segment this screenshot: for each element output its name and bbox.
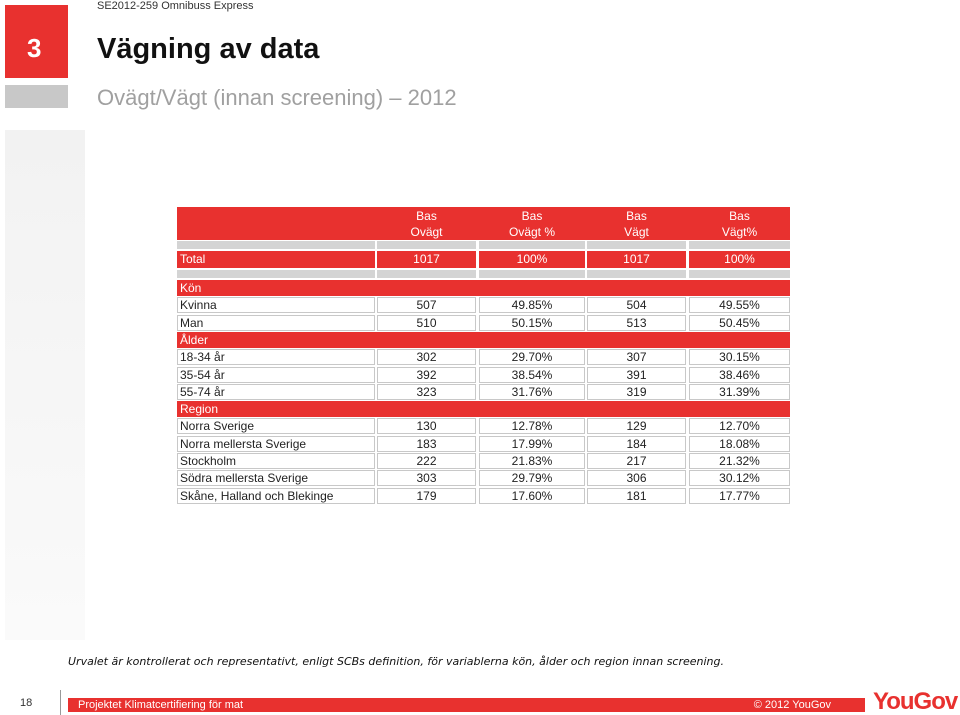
cell: 129 xyxy=(587,418,686,435)
cell: 507 xyxy=(377,297,476,314)
row-label: 35-54 år xyxy=(177,366,375,383)
total-cell: 100% xyxy=(479,251,585,268)
divider xyxy=(60,690,61,715)
footer-text: Projektet Klimatcertifiering för mat xyxy=(78,699,244,711)
cell: 510 xyxy=(377,314,476,331)
cell: 307 xyxy=(587,349,686,366)
project-label: SE2012-259 Omnibuss Express xyxy=(97,0,254,12)
row-label: Norra Sverige xyxy=(177,418,375,435)
cell: 30.12% xyxy=(689,470,790,487)
cell: 21.83% xyxy=(479,453,585,469)
row-label: Södra mellersta Sverige xyxy=(177,470,375,487)
cell: 50.15% xyxy=(479,314,585,331)
group-title: Ålder xyxy=(177,331,790,348)
cell: 504 xyxy=(587,297,686,314)
cell: 17.77% xyxy=(689,487,790,504)
page-number: 18 xyxy=(20,697,33,709)
cell: 30.15% xyxy=(689,349,790,366)
footer-bar: Projektet Klimatcertifiering för mat © 20… xyxy=(68,698,865,712)
cell: 38.54% xyxy=(479,366,585,383)
row-label: Skåne, Halland och Blekinge xyxy=(177,487,375,504)
column-header: Vägt xyxy=(624,225,649,239)
separator xyxy=(689,241,790,249)
column-header: Ovägt xyxy=(410,225,443,239)
cell: 49.85% xyxy=(479,297,585,314)
separator xyxy=(587,241,686,249)
cell: 130 xyxy=(377,418,476,435)
cell: 17.60% xyxy=(479,487,585,504)
separator xyxy=(479,241,585,249)
column-header: Ovägt % xyxy=(508,225,556,239)
cell: 303 xyxy=(377,470,476,487)
subtitle: Ovägt/Vägt (innan screening) – 2012 xyxy=(97,85,457,110)
separator xyxy=(377,241,476,249)
separator xyxy=(479,270,585,278)
cell: 31.39% xyxy=(689,383,790,400)
cell: 179 xyxy=(377,487,476,504)
cell: 319 xyxy=(587,383,686,400)
cell: 38.46% xyxy=(689,366,790,383)
copyright: © 2012 YouGov xyxy=(753,699,831,711)
cell: 29.70% xyxy=(479,349,585,366)
row-label: Kvinna xyxy=(177,297,375,314)
cell: 391 xyxy=(587,366,686,383)
separator xyxy=(177,270,375,278)
cell: 222 xyxy=(377,453,476,469)
cell: 49.55% xyxy=(689,297,790,314)
row-label: Norra mellersta Sverige xyxy=(177,435,375,452)
separator xyxy=(587,270,686,278)
cell: 17.99% xyxy=(479,435,585,452)
group-title: Kön xyxy=(177,280,790,296)
cell: 31.76% xyxy=(479,383,585,400)
row-label: 18-34 år xyxy=(177,349,375,366)
cell: 306 xyxy=(587,470,686,487)
cell: 302 xyxy=(377,349,476,366)
column-header: Bas xyxy=(521,209,543,223)
total-cell: 100% xyxy=(689,251,790,268)
total-cell: 1017 xyxy=(377,251,476,268)
separator xyxy=(377,270,476,278)
total-cell: 1017 xyxy=(587,251,686,268)
crowd-illustration xyxy=(5,130,85,640)
logo: YouGov xyxy=(873,688,958,715)
cell: 184 xyxy=(587,435,686,452)
group-title: Region xyxy=(177,401,790,418)
cell: 18.08% xyxy=(689,435,790,452)
cell: 181 xyxy=(587,487,686,504)
separator xyxy=(177,241,375,249)
cell: 12.70% xyxy=(689,418,790,435)
cell: 21.32% xyxy=(689,453,790,469)
cell: 392 xyxy=(377,366,476,383)
section-bar xyxy=(5,85,68,108)
header-band xyxy=(177,207,790,240)
column-header: Bas xyxy=(416,209,437,223)
column-header: Bas xyxy=(729,209,750,223)
row-label: 55-74 år xyxy=(177,383,375,400)
cell: 29.79% xyxy=(479,470,585,487)
title: Vägning av data xyxy=(97,33,320,65)
column-header: Bas xyxy=(626,209,647,223)
cell: 50.45% xyxy=(689,314,790,331)
row-label: Man xyxy=(177,314,375,331)
cell: 183 xyxy=(377,435,476,452)
footnote: Urvalet är kontrollerat och representati… xyxy=(68,655,725,668)
cell: 323 xyxy=(377,383,476,400)
row-label: Stockholm xyxy=(177,453,375,469)
separator xyxy=(689,270,790,278)
cell: 513 xyxy=(587,314,686,331)
column-header: Vägt% xyxy=(721,225,758,239)
cell: 217 xyxy=(587,453,686,469)
section-number: 3 xyxy=(5,5,68,78)
total-label: Total xyxy=(177,251,375,268)
cell: 12.78% xyxy=(479,418,585,435)
